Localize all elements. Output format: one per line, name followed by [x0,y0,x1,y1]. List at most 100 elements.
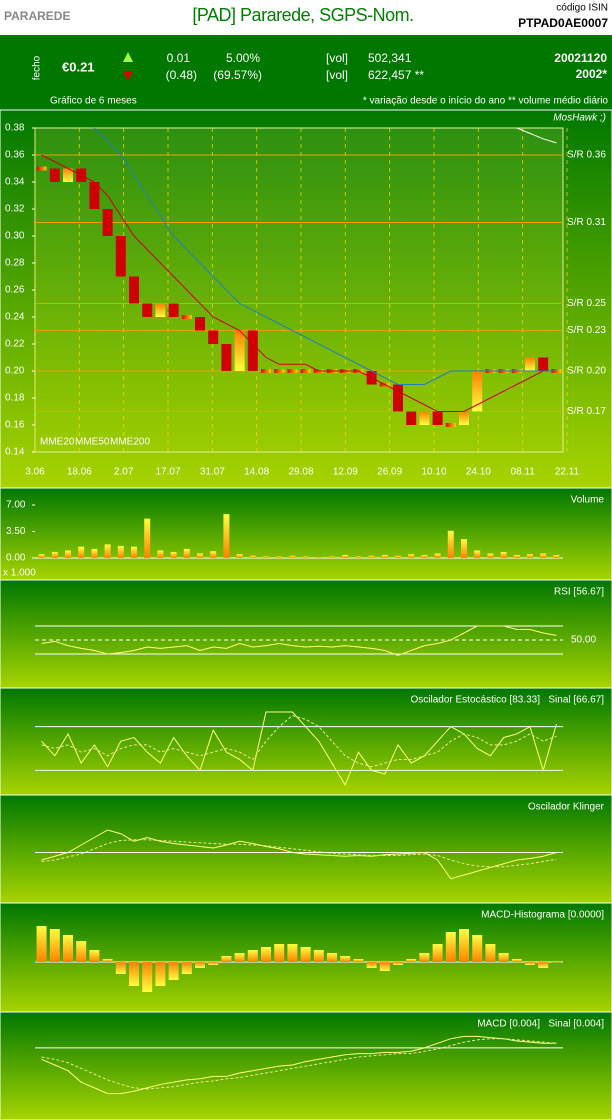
histogram-bar [525,962,535,965]
volume-bar [474,550,481,558]
volume-bar [131,546,137,558]
histogram-bar [181,962,192,974]
volume-bar [395,555,401,558]
histogram-bar [313,950,324,962]
histogram-bar [472,935,483,962]
x-tick-label: 24.10 [466,467,491,478]
series-line [41,625,557,656]
volume-bar [38,554,45,558]
histogram-bar [49,929,60,962]
ytd-pct: (69.57%) [213,68,262,82]
histogram-bar [459,929,469,962]
histogram-bar [393,962,403,965]
y-tick-label: 0.14 [5,447,25,458]
y-tick-label: 7.00 [6,500,26,511]
sr-label: S/R 0.25 [567,298,606,309]
histogram-bar [129,962,139,986]
header-bg [0,0,612,35]
y-tick-label: 0.30 [5,231,25,242]
price-bar [419,411,430,425]
histogram-bar [406,959,417,962]
price-bar [168,303,179,317]
series-line [41,829,557,880]
histogram-bar [36,926,47,962]
y-tick-label: 0.00 [6,553,26,564]
histogram-bar [551,962,562,963]
volume-bar [342,554,349,558]
legend-entry: MME200 [110,437,150,448]
histogram-bar [221,956,232,962]
x-tick-label: 12.09 [333,467,358,478]
histogram-bar [445,932,456,962]
series-line [41,839,557,868]
volume-bar [183,548,190,558]
change-pct: 5.00% [226,51,260,65]
price-bar [155,303,166,317]
price-bar [274,369,285,373]
vol-label: [vol] [326,51,348,65]
y-tick-label: 0.36 [5,150,25,161]
x-tick-label: 08.11 [511,467,536,478]
histogram-bar [287,944,298,962]
volume-bar [65,550,71,558]
series-line [41,1038,557,1090]
panel-title: Oscilador Klinger [528,802,605,813]
volume-bar [447,530,454,558]
series-line [41,711,557,787]
legend-entry: MME20 [40,437,75,448]
x-tick-label: 31.07 [200,467,225,478]
x-tick-label: 10.10 [421,467,446,478]
y-tick-label: 0.32 [5,204,25,215]
panel-bg [0,579,612,689]
volume-bar [527,554,533,558]
series-line [516,127,557,144]
price-bar [221,344,232,371]
histogram-bar [274,944,285,962]
histogram-bar [63,935,73,962]
y-tick-label: 0.16 [5,420,25,431]
vol: 502,341 [368,51,412,65]
price-bar [445,423,456,427]
price-bar [406,411,417,425]
series-line [41,1035,557,1095]
histogram-bar [195,962,205,968]
histogram-bar [102,959,113,962]
volume-bar [289,555,296,558]
x-tick-label: 22.11 [555,467,580,478]
price-bar [49,168,60,182]
histogram-bar [155,962,166,986]
volume-bar [51,551,58,558]
plot-area [34,127,564,453]
price-bar [129,276,139,304]
volume-bar [104,544,111,558]
volume-bar [91,548,98,558]
price-bar [459,411,469,425]
volume-bar [263,556,269,558]
histogram-bar [300,947,311,962]
volume-bar [117,545,124,558]
down-arrow [123,71,133,81]
histogram-bar [208,962,219,965]
histogram-bar [432,944,443,962]
histogram-bar [234,953,245,962]
y-tick-label: 0.24 [5,312,25,323]
volume-bar [236,554,243,558]
histogram-bar [353,959,364,962]
y-tick-label: 0.28 [5,258,25,269]
price-bar [300,369,311,373]
x-tick-label: 26.09 [377,467,402,478]
price-bar [234,330,245,371]
mid-level-label: 50.00 [571,635,596,646]
x-tick-label: 18.06 [67,467,92,478]
price-bar [472,371,483,412]
x-tick-label: 2.07 [114,467,134,478]
date: 20021120 [554,51,607,65]
histogram-bar [76,941,87,962]
histogram-bar [115,962,126,974]
price-bar [208,330,219,344]
panel-bg [0,487,612,581]
y-tick-label: 0.38 [5,123,25,134]
close-label: fecho [32,55,43,80]
volume-bar [329,556,335,558]
